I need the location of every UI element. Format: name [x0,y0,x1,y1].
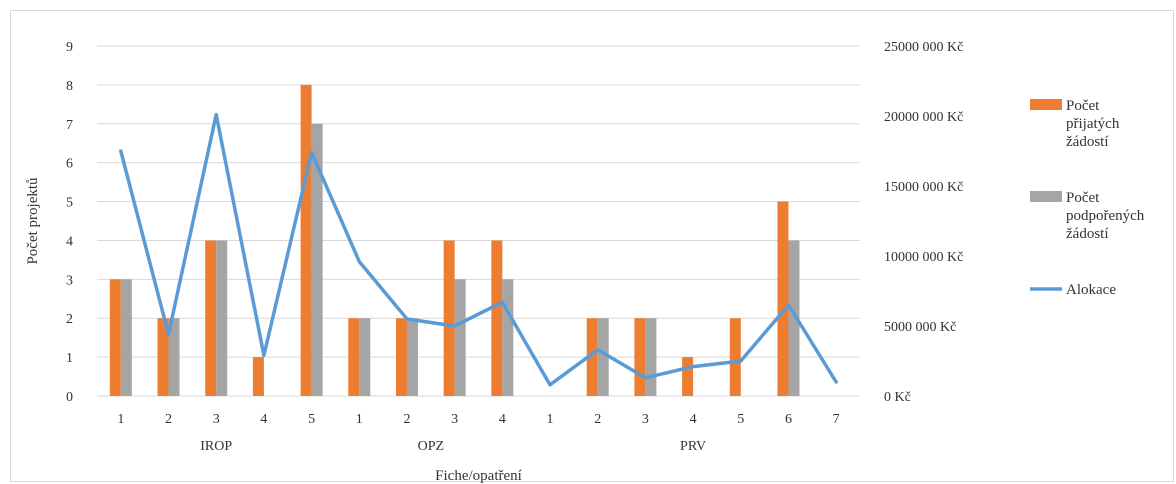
legend-label: podpořených [1066,208,1145,224]
bar-prijate [348,318,360,396]
x-tick-label: 5 [737,412,744,427]
x-tick-label: 4 [499,412,506,427]
legend-label: Počet [1066,98,1100,114]
y-tick-label: 6 [66,157,73,172]
bar-prijate [491,240,503,396]
y-tick-label: 1 [66,351,73,366]
bar-prijate [109,279,121,396]
bar-prijate [777,201,789,396]
x-tick-label: 4 [260,412,267,427]
y-tick-label: 8 [66,79,73,94]
y-tick-label: 4 [66,234,73,249]
bar-podporene [454,279,466,396]
y2-tick-label: 20000 000 Kč [884,110,963,125]
x-tick-label: 3 [213,412,220,427]
bar-prijate [252,357,264,396]
bar-podporene [216,240,228,396]
bar-podporene [597,318,609,396]
x-axis-title: Fiche/opatření [435,468,522,484]
x-tick-label: 7 [833,412,840,427]
x-tick-label: 5 [308,412,315,427]
bar-prijate [395,318,407,396]
legend-label: žádostí [1066,134,1109,150]
bar-prijate [682,357,694,396]
y-tick-label: 5 [66,196,73,211]
x-tick-label: 2 [165,412,172,427]
legend-label: žádostí [1066,226,1109,242]
legend-label: Počet [1066,190,1100,206]
x-tick-label: 3 [642,412,649,427]
x-group-label: PRV [680,439,706,454]
x-tick-label: 1 [117,412,124,427]
y2-tick-label: 5000 000 Kč [884,320,956,335]
y-axis-title: Počet projektů [25,177,41,265]
bar-podporene [406,318,418,396]
line-alokace [119,112,838,387]
bar-podporene [788,240,800,396]
y2-tick-label: 15000 000 Kč [884,180,963,195]
bar-prijate [729,318,741,396]
legend-swatch [1030,99,1062,110]
bar-podporene [502,279,514,396]
legend-label: přijatých [1066,116,1120,132]
bar-podporene [168,318,180,396]
bar-prijate [443,240,455,396]
bar-prijate [157,318,169,396]
y-tick-label: 9 [66,40,73,55]
bar-prijate [586,318,598,396]
bar-prijate [205,240,217,396]
y2-tick-label: 10000 000 Kč [884,250,963,265]
x-tick-label: 6 [785,412,792,427]
y-tick-label: 0 [66,390,73,405]
x-tick-label: 2 [403,412,410,427]
bar-podporene [359,318,371,396]
x-tick-label: 3 [451,412,458,427]
bar-podporene [311,123,323,397]
x-tick-label: 1 [356,412,363,427]
legend-label: Alokace [1066,282,1116,298]
x-tick-label: 1 [547,412,554,427]
y-tick-label: 7 [66,118,73,133]
x-group-label: OPZ [418,439,444,454]
y2-tick-label: 25000 000 Kč [884,40,963,55]
y-tick-label: 2 [66,312,73,327]
y2-tick-label: 0 Kč [884,390,911,405]
bar-prijate [300,84,312,396]
bar-podporene [120,279,132,396]
x-tick-label: 2 [594,412,601,427]
y-tick-label: 3 [66,273,73,288]
x-group-label: IROP [200,439,232,454]
legend-swatch [1030,191,1062,202]
x-tick-label: 4 [690,412,697,427]
bar-podporene [645,318,657,396]
chart-frame [10,10,1174,482]
bar-prijate [634,318,646,396]
